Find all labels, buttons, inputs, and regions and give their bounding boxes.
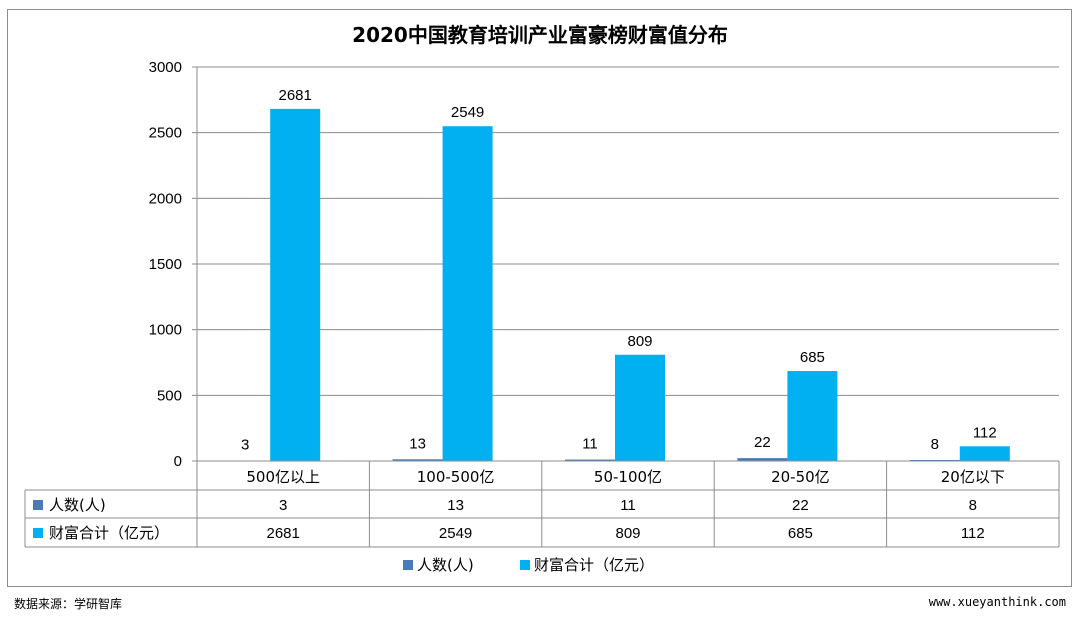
table-cell: 3 [279,497,287,514]
y-axis: 0 500 1000 1500 2000 2500 3000 [149,59,182,470]
x-category-label: 20-50亿 [771,468,830,486]
data-label-wealth: 809 [627,333,652,350]
legend-swatch-people [403,560,413,570]
y-tick-label: 0 [174,453,182,470]
data-label-wealth: 2549 [451,104,484,121]
bar-wealth [442,126,493,462]
data-label-wealth: 2681 [279,87,312,104]
x-category-label: 20亿以下 [941,468,1005,486]
table-cell: 809 [615,525,640,542]
x-category-label: 500亿以上 [246,468,320,486]
table-row-header: 财富合计（亿元） [49,524,169,542]
data-label-people: 3 [241,437,249,454]
website-url: www.xueyanthink.com [928,595,1066,609]
legend-swatch-wealth [520,560,530,570]
data-label-people: 13 [409,435,426,452]
data-label-wealth: 112 [973,424,997,441]
chart-frame [7,9,1072,587]
table-legend-key [33,528,43,538]
bar-wealth [959,446,1010,461]
data-labels: 3 2681 13 2549 11 809 22 685 8 112 [241,87,997,454]
chart: 2020中国教育培训产业富豪榜财富值分布 0 500 1000 1500 2000 250… [24,23,1060,574]
legend: 人数(人) 财富合计（亿元） [403,556,654,574]
table-cell: 11 [620,497,636,514]
x-category-label: 100-500亿 [417,468,495,486]
y-tick-label: 500 [157,387,182,404]
bar-people [565,459,615,461]
table-cell: 22 [792,497,809,514]
table-cell: 13 [447,497,464,514]
bar-wealth [615,354,665,461]
data-label-people: 22 [754,434,771,451]
chart-title: 2020中国教育培训产业富豪榜财富值分布 [352,23,728,47]
y-tick-label: 2000 [149,190,182,207]
source-note: 数据来源：学研智库 [14,597,123,611]
table-cell: 2549 [439,525,472,542]
data-label-people: 11 [582,436,598,453]
table-legend-key [33,500,43,510]
data-label-people: 8 [931,436,939,453]
table-row-header: 人数(人) [49,496,106,514]
table-cell: 112 [961,525,985,542]
data-label-wealth: 685 [800,349,825,366]
table-cell: 8 [969,497,977,514]
y-tick-label: 3000 [149,59,182,76]
bar-people [737,458,788,461]
y-tick-label: 2500 [149,125,182,142]
table-cell: 2681 [267,525,300,542]
y-tick-label: 1000 [149,322,182,339]
bars [220,108,1010,462]
bar-wealth [270,108,321,462]
bar-people [392,459,443,461]
x-category-label: 50-100亿 [594,468,662,486]
bar-people [909,459,960,461]
table-cell: 685 [788,525,813,542]
y-tick-label: 1500 [149,256,182,273]
legend-label-wealth: 财富合计（亿元） [534,556,654,574]
legend-label-people: 人数(人) [417,556,474,574]
bar-wealth [787,371,838,461]
